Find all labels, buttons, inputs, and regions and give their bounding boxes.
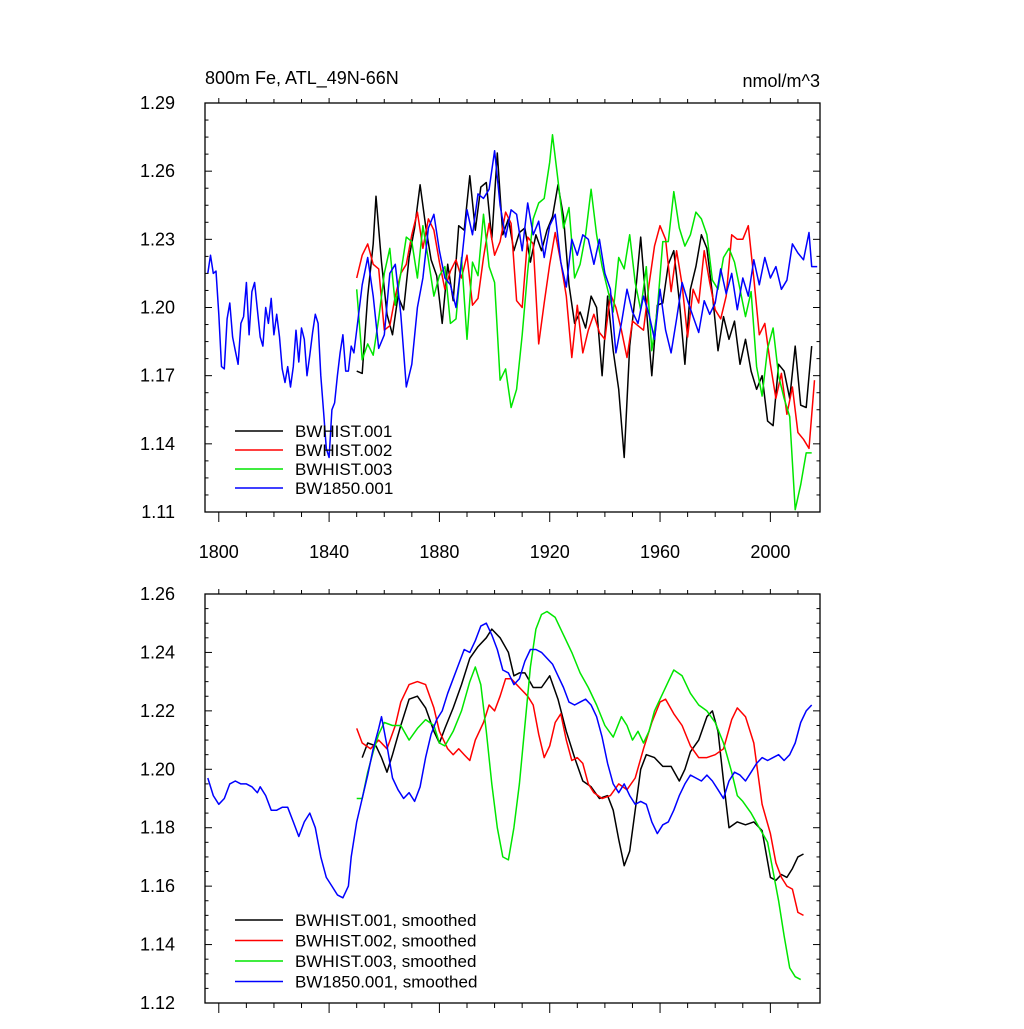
legend-label-1-1: BWHIST.002, smoothed <box>295 932 476 951</box>
top-panel-raw: 800m Fe, ATL_49N-66N nmol/m^3 1.111.141.… <box>140 68 821 562</box>
x-tick-label-0-4: 1960 <box>640 542 680 562</box>
bottom-panel-lines <box>207 610 813 981</box>
top-panel-frame <box>204 102 821 513</box>
series-line-1-0 <box>361 628 804 882</box>
legend-label-1-2: BWHIST.003, smoothed <box>295 952 476 971</box>
series-line-1-3 <box>207 622 813 899</box>
y-tick-label-1-7: 1.26 <box>140 584 175 604</box>
y-tick-label-1-0: 1.12 <box>140 993 175 1013</box>
y-tick-label-0-6: 1.29 <box>140 93 175 113</box>
y-tick-label-1-4: 1.20 <box>140 759 175 779</box>
bottom-panel-tick-labels: 1.12 1.14 1.16 1.18 1.20 1.22 1.24 1.26 <box>140 584 175 1013</box>
y-tick-label-1-3: 1.18 <box>140 818 175 838</box>
legend-label-0-2: BWHIST.003 <box>295 460 392 479</box>
x-tick-label-0-1: 1840 <box>309 542 349 562</box>
y-tick-label-0-4: 1.23 <box>140 229 175 249</box>
y-tick-label-1-6: 1.24 <box>140 642 175 662</box>
y-tick-label-0-2: 1.17 <box>140 366 175 386</box>
top-panel-units: nmol/m^3 <box>743 71 820 91</box>
y-tick-label-0-3: 1.20 <box>140 298 175 318</box>
series-line-0-0 <box>356 152 813 459</box>
y-tick-label-1-2: 1.16 <box>140 876 175 896</box>
series-line-0-3 <box>207 149 818 459</box>
bottom-panel-smoothed: 1.12 1.14 1.16 1.18 1.20 1.22 1.24 1.26 BWHIST.… <box>140 584 821 1013</box>
y-tick-label-0-0: 1.11 <box>141 502 175 522</box>
y-tick-label-1-1: 1.14 <box>140 935 175 955</box>
legend-label-0-3: BW1850.001 <box>295 479 393 498</box>
top-panel-title: 800m Fe, ATL_49N-66N <box>205 68 399 89</box>
y-tick-label-0-1: 1.14 <box>140 434 175 454</box>
series-line-0-2 <box>355 134 812 511</box>
x-tick-label-0-3: 1920 <box>530 542 570 562</box>
legend-label-0-0: BWHIST.001 <box>295 422 392 441</box>
y-tick-label-0-5: 1.26 <box>140 161 175 181</box>
legend-label-1-3: BW1850.001, smoothed <box>295 973 477 992</box>
top-panel-lines <box>207 134 818 511</box>
x-tick-label-0-0: 1800 <box>199 542 239 562</box>
y-tick-label-1-5: 1.22 <box>140 701 175 721</box>
bottom-panel-frame <box>204 593 821 1004</box>
legend-label-0-1: BWHIST.002 <box>295 441 392 460</box>
bottom-panel-legend: BWHIST.001, smoothed BWHIST.002, smoothed… <box>235 911 477 992</box>
x-tick-label-0-2: 1880 <box>419 542 459 562</box>
series-line-1-1 <box>355 677 804 917</box>
legend-label-1-0: BWHIST.001, smoothed <box>295 911 476 930</box>
x-tick-label-0-5: 2000 <box>750 542 790 562</box>
series-line-0-1 <box>355 211 816 450</box>
top-panel-tick-labels: 1.11 1.14 1.17 1.20 1.23 1.26 1.29 1800 1840 1880… <box>140 93 790 562</box>
